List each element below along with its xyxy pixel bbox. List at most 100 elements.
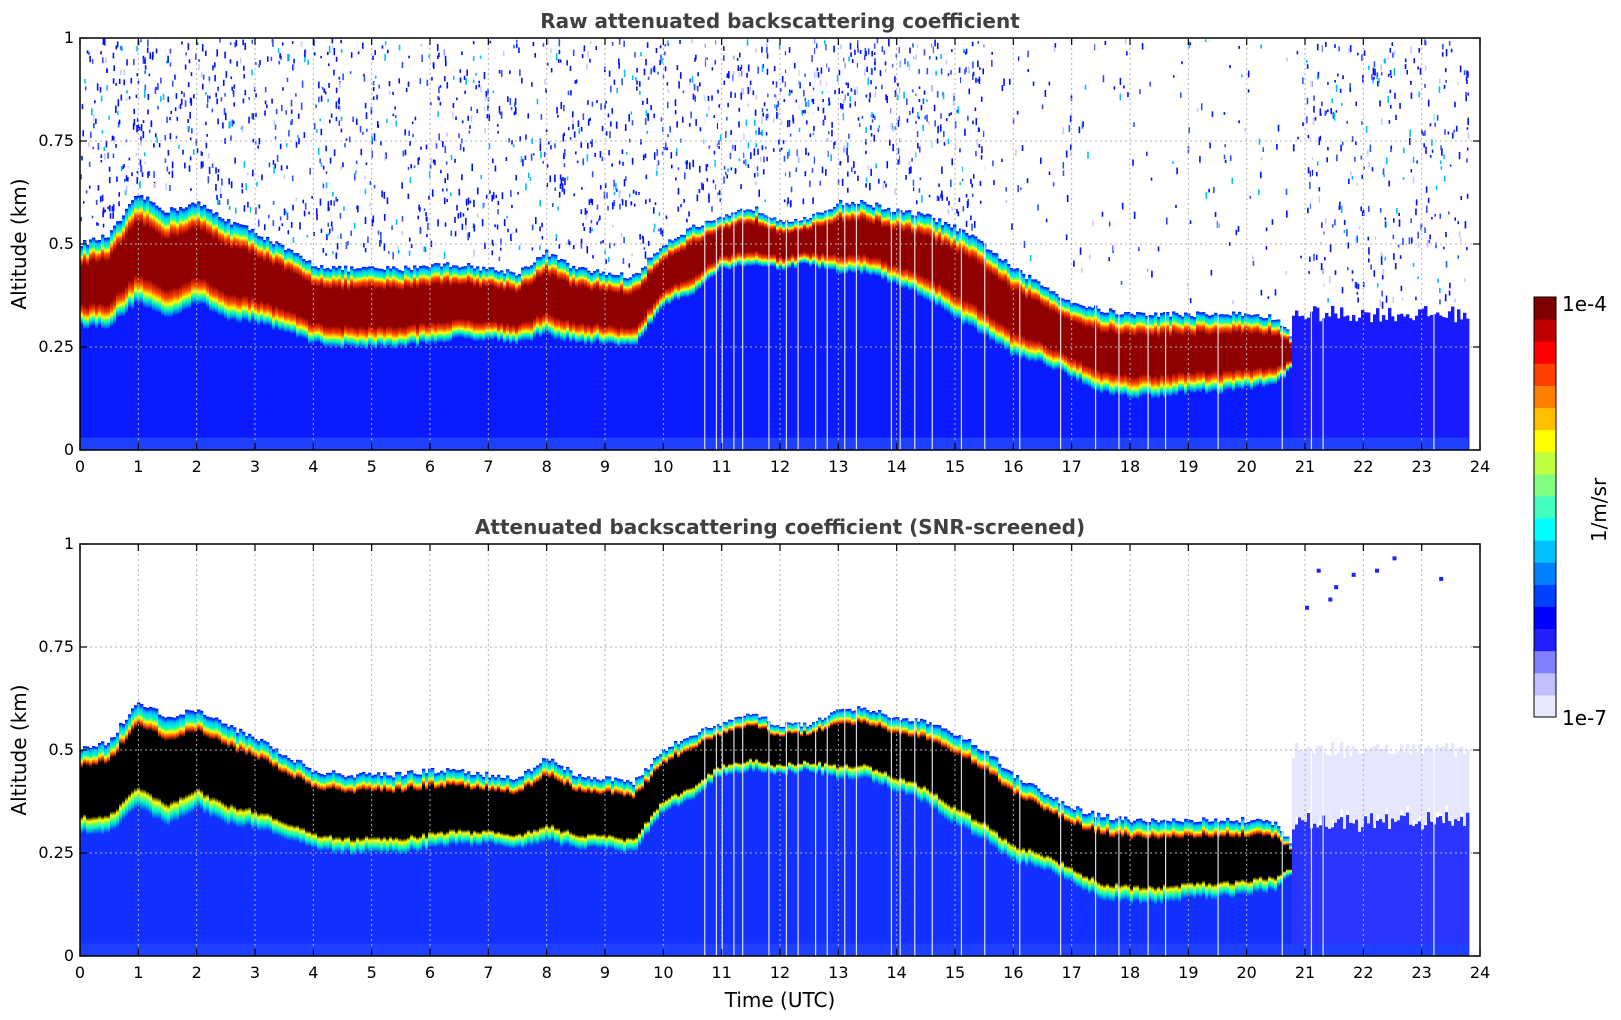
- noise-speckle: [1357, 52, 1359, 56]
- noise-speckle: [466, 207, 469, 211]
- column-aerosol: [638, 330, 642, 450]
- column-aerosol: [1037, 352, 1041, 450]
- column-aerosol: [305, 838, 309, 956]
- column-aerosol: [242, 311, 246, 450]
- noise-speckle: [322, 248, 325, 253]
- noise-speckle: [1321, 222, 1323, 228]
- column-layer: [971, 745, 975, 837]
- column-layer: [716, 724, 720, 778]
- column-aerosol: [92, 825, 96, 956]
- column-layer: [551, 254, 555, 337]
- noise-speckle: [741, 64, 743, 70]
- noise-speckle: [586, 210, 588, 214]
- column-aerosol: [770, 258, 774, 450]
- column-layer: [1166, 312, 1170, 396]
- column-aerosol: [737, 256, 741, 450]
- noise-speckle: [486, 114, 489, 119]
- noise-speckle: [811, 55, 813, 62]
- noise-speckle: [737, 65, 740, 71]
- column-aerosol: [1361, 309, 1365, 450]
- noise-speckle: [475, 85, 478, 90]
- noise-speckle: [434, 159, 436, 166]
- column-faint: [1355, 749, 1359, 820]
- column-aerosol: [803, 760, 807, 956]
- column-aerosol: [296, 329, 300, 450]
- noise-speckle: [507, 228, 509, 233]
- noise-speckle: [139, 181, 141, 189]
- column-layer: [134, 195, 138, 303]
- column-layer: [824, 210, 828, 270]
- noise-speckle: [953, 95, 955, 101]
- noise-speckle: [825, 44, 827, 51]
- noise-speckle: [746, 72, 748, 78]
- column-layer: [1085, 307, 1089, 385]
- noise-speckle: [926, 67, 929, 75]
- noise-speckle: [271, 98, 273, 104]
- noise-speckle: [777, 112, 779, 118]
- column-layer: [929, 722, 933, 808]
- column-layer: [314, 770, 318, 848]
- dropout-line: [826, 38, 828, 450]
- noise-speckle: [970, 178, 972, 184]
- column-layer: [1052, 291, 1056, 371]
- column-aerosol: [386, 338, 390, 450]
- column-faint: [1388, 754, 1392, 830]
- column-layer: [917, 211, 921, 296]
- noise-speckle: [184, 64, 187, 70]
- noise-speckle: [242, 39, 244, 46]
- column-layer: [1238, 311, 1242, 389]
- column-layer: [929, 214, 933, 303]
- noise-speckle: [201, 44, 204, 52]
- column-aerosol: [596, 839, 600, 956]
- column-aerosol: [1085, 376, 1089, 450]
- noise-speckle: [336, 242, 339, 250]
- noise-speckle: [184, 100, 187, 107]
- noise-speckle: [380, 231, 382, 240]
- column-aerosol: [365, 341, 369, 450]
- noise-speckle: [101, 194, 104, 202]
- noise-speckle: [932, 46, 934, 54]
- noise-speckle: [1213, 186, 1215, 194]
- column-aerosol: [764, 765, 768, 956]
- column-layer: [908, 210, 912, 291]
- noise-speckle: [1357, 283, 1360, 290]
- column-aerosol: [380, 337, 384, 450]
- noise-speckle: [540, 113, 543, 120]
- noise-speckle: [1065, 150, 1068, 158]
- noise-speckle: [228, 205, 231, 210]
- column-layer: [1244, 822, 1248, 895]
- column-layer: [1256, 818, 1260, 893]
- column-aerosol: [1253, 883, 1257, 956]
- noise-speckle: [714, 159, 716, 167]
- noise-speckle: [117, 121, 120, 128]
- column-aerosol: [1214, 891, 1218, 956]
- noise-speckle: [325, 145, 327, 152]
- noise-speckle: [115, 45, 118, 50]
- noise-speckle: [1309, 203, 1312, 209]
- column-layer: [644, 266, 648, 332]
- noise-speckle: [732, 74, 734, 82]
- noise-speckle: [747, 141, 750, 149]
- column-aerosol: [812, 764, 816, 956]
- noise-speckle: [847, 82, 849, 89]
- noise-speckle: [1440, 166, 1443, 170]
- column-aerosol: [743, 258, 747, 450]
- noise-speckle: [1316, 43, 1319, 51]
- column-faint: [1415, 751, 1419, 824]
- noise-speckle: [745, 159, 747, 166]
- column-aerosol: [233, 816, 237, 956]
- noise-speckle: [106, 68, 108, 73]
- noise-speckle: [841, 103, 844, 110]
- noise-speckle: [421, 54, 423, 63]
- column-aerosol: [380, 845, 384, 956]
- noise-speckle: [234, 157, 236, 164]
- column-layer: [488, 267, 492, 340]
- column-aerosol: [791, 256, 795, 450]
- noise-speckle: [589, 58, 591, 63]
- column-aerosol: [230, 815, 234, 956]
- column-aerosol: [260, 314, 264, 450]
- column-aerosol: [1286, 363, 1290, 450]
- noise-speckle: [1244, 128, 1246, 133]
- noise-speckle: [425, 216, 428, 222]
- noise-speckle: [846, 171, 849, 177]
